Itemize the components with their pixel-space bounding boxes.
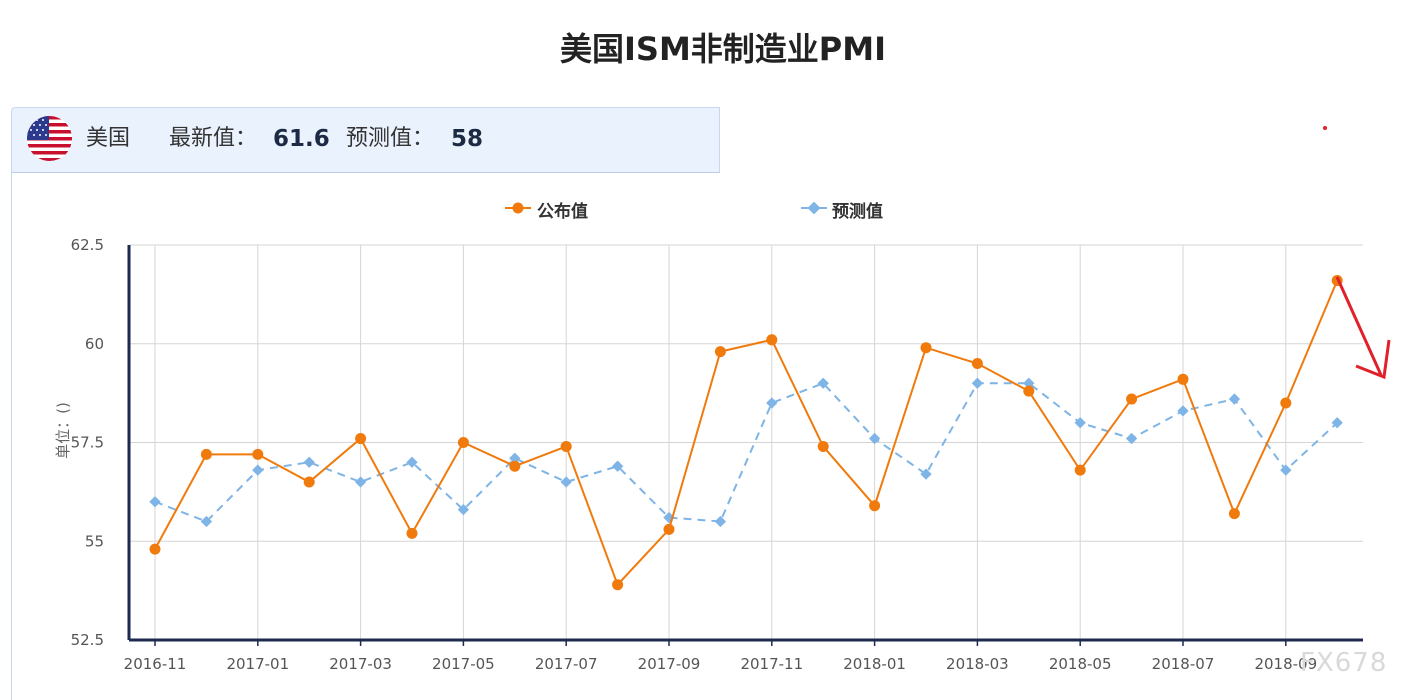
published-point xyxy=(560,440,572,452)
published-point xyxy=(1228,508,1240,520)
forecast-point xyxy=(1074,417,1086,429)
published-point xyxy=(817,440,829,452)
panel-border xyxy=(11,171,12,700)
published-point xyxy=(1280,397,1292,409)
published-point xyxy=(200,448,212,460)
forecast-point xyxy=(1177,405,1189,417)
legend-published-marker xyxy=(512,202,524,214)
forecast-point xyxy=(766,397,778,409)
published-point xyxy=(149,543,161,555)
published-point xyxy=(457,437,469,448)
watermark: FX678 xyxy=(1300,648,1388,678)
published-point xyxy=(252,448,264,460)
published-series-line xyxy=(154,280,1339,587)
forecast-point xyxy=(1125,432,1138,445)
x-tick-label: 2018-09 xyxy=(1254,655,1317,673)
x-tick-label: 2018-03 xyxy=(946,655,1009,673)
published-point xyxy=(303,476,315,488)
latest-label: 最新值： xyxy=(169,126,258,151)
x-tick-label: 2017-11 xyxy=(740,655,803,673)
published-point xyxy=(869,500,881,512)
country-label: 美国 xyxy=(86,126,131,151)
x-tick-label: 2017-03 xyxy=(329,655,392,673)
latest-value: 61.6 xyxy=(273,126,330,152)
published-point xyxy=(1023,385,1035,397)
forecast-value: 58 xyxy=(451,126,484,152)
x-tick-label: 2017-05 xyxy=(432,655,495,673)
published-point xyxy=(714,346,726,358)
forecast-series-line xyxy=(154,382,1338,523)
legend-forecast-marker xyxy=(807,201,821,215)
x-tick-label: 2016-11 xyxy=(124,655,187,673)
forecast-point xyxy=(252,464,264,476)
published-point xyxy=(509,460,521,472)
x-tick-label: 2017-01 xyxy=(226,655,289,673)
forecast-point xyxy=(920,468,932,480)
published-point xyxy=(406,527,418,539)
x-tick-label: 2018-01 xyxy=(843,655,906,673)
y-tick-label: 52.5 xyxy=(71,631,104,649)
published-point xyxy=(1074,464,1086,476)
published-point xyxy=(612,579,624,591)
x-tick-label: 2018-05 xyxy=(1049,655,1112,673)
y-tick-label: 60 xyxy=(85,335,104,353)
forecast-point xyxy=(1023,377,1035,389)
forecast-point xyxy=(406,456,418,468)
forecast-point xyxy=(1331,417,1343,429)
y-axis-label: 单位：() xyxy=(53,402,72,459)
info-panel xyxy=(11,107,720,173)
y-tick-label: 57.5 xyxy=(71,434,104,452)
forecast-point xyxy=(200,515,213,528)
published-point xyxy=(766,334,778,346)
red-dot-mark xyxy=(1323,126,1327,130)
published-point xyxy=(920,342,932,354)
x-tick-label: 2018-07 xyxy=(1152,655,1215,673)
x-tick-label: 2017-07 xyxy=(535,655,598,673)
forecast-point xyxy=(457,503,470,516)
published-point xyxy=(971,358,983,369)
forecast-point xyxy=(354,476,367,488)
legend-forecast-label: 预测值 xyxy=(832,202,883,222)
forecast-point xyxy=(714,515,727,528)
y-tick-label: 55 xyxy=(85,532,104,550)
y-tick-label: 62.5 xyxy=(71,236,104,254)
forecast-point xyxy=(560,476,572,488)
page-title: 美国ISM非制造业PMI xyxy=(559,30,886,68)
forecast-point xyxy=(149,496,161,508)
forecast-point xyxy=(509,452,521,464)
forecast-point xyxy=(1280,464,1292,476)
forecast-point xyxy=(868,432,881,445)
forecast-point xyxy=(817,377,829,389)
x-tick-label: 2017-09 xyxy=(638,655,701,673)
forecast-label: 预测值： xyxy=(346,126,435,151)
us-flag-icon xyxy=(27,116,72,161)
forecast-point xyxy=(611,460,624,472)
red-arrow-annotation xyxy=(1335,276,1391,380)
published-point xyxy=(663,523,675,535)
published-point xyxy=(355,433,367,445)
legend-published-label: 公布值 xyxy=(537,202,588,222)
forecast-point xyxy=(1228,393,1241,405)
forecast-point xyxy=(303,456,315,468)
forecast-point xyxy=(971,377,984,389)
published-point xyxy=(1126,393,1138,405)
published-point xyxy=(1177,373,1189,385)
